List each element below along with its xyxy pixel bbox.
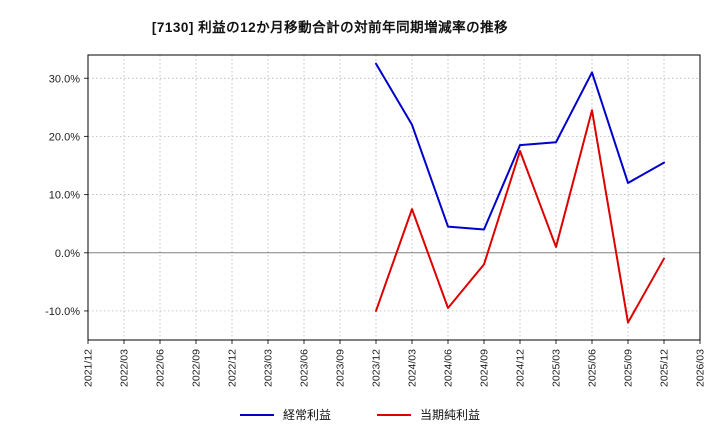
legend-line-icon	[377, 413, 411, 416]
svg-text:2023/09: 2023/09	[335, 349, 347, 387]
svg-text:2023/06: 2023/06	[299, 349, 311, 387]
legend-item-net-profit: 当期純利益	[377, 406, 480, 423]
svg-text:2022/09: 2022/09	[191, 349, 203, 387]
svg-text:2025/06: 2025/06	[587, 349, 599, 387]
svg-text:2024/12: 2024/12	[515, 349, 527, 387]
svg-text:0.0%: 0.0%	[55, 248, 80, 260]
svg-text:10.0%: 10.0%	[49, 190, 80, 202]
legend-label-net-profit: 当期純利益	[420, 408, 481, 422]
svg-text:2023/12: 2023/12	[371, 349, 383, 387]
svg-text:2025/12: 2025/12	[659, 349, 671, 387]
svg-text:2024/06: 2024/06	[443, 349, 455, 387]
svg-text:2025/09: 2025/09	[623, 349, 635, 387]
svg-text:2025/03: 2025/03	[551, 349, 563, 387]
legend-line-icon	[239, 413, 274, 416]
svg-text:2022/06: 2022/06	[155, 349, 167, 387]
svg-text:20.0%: 20.0%	[49, 131, 80, 143]
svg-text:2021/12: 2021/12	[83, 349, 95, 387]
svg-text:2026/03: 2026/03	[695, 349, 707, 387]
svg-text:2023/03: 2023/03	[263, 349, 275, 387]
svg-text:2022/12: 2022/12	[227, 349, 239, 387]
svg-text:2022/03: 2022/03	[119, 349, 131, 387]
legend-label-ordinary-profit: 経常利益	[282, 408, 331, 422]
line-chart: 2021/12 2022/03 2022/06 2022/09 2022/12 2023/…	[45, 54, 707, 387]
chart-legend: 経常利益 当期純利益	[0, 406, 720, 423]
svg-text:2024/09: 2024/09	[479, 349, 491, 387]
svg-text:2024/03: 2024/03	[407, 349, 419, 387]
svg-text:30.0%: 30.0%	[49, 73, 80, 85]
chart-title: [7130] 利益の12か月移動合計の対前年同期増減率の推移	[151, 20, 509, 35]
legend-item-ordinary-profit: 経常利益	[239, 406, 331, 423]
svg-text:-10.0%: -10.0%	[45, 306, 80, 318]
